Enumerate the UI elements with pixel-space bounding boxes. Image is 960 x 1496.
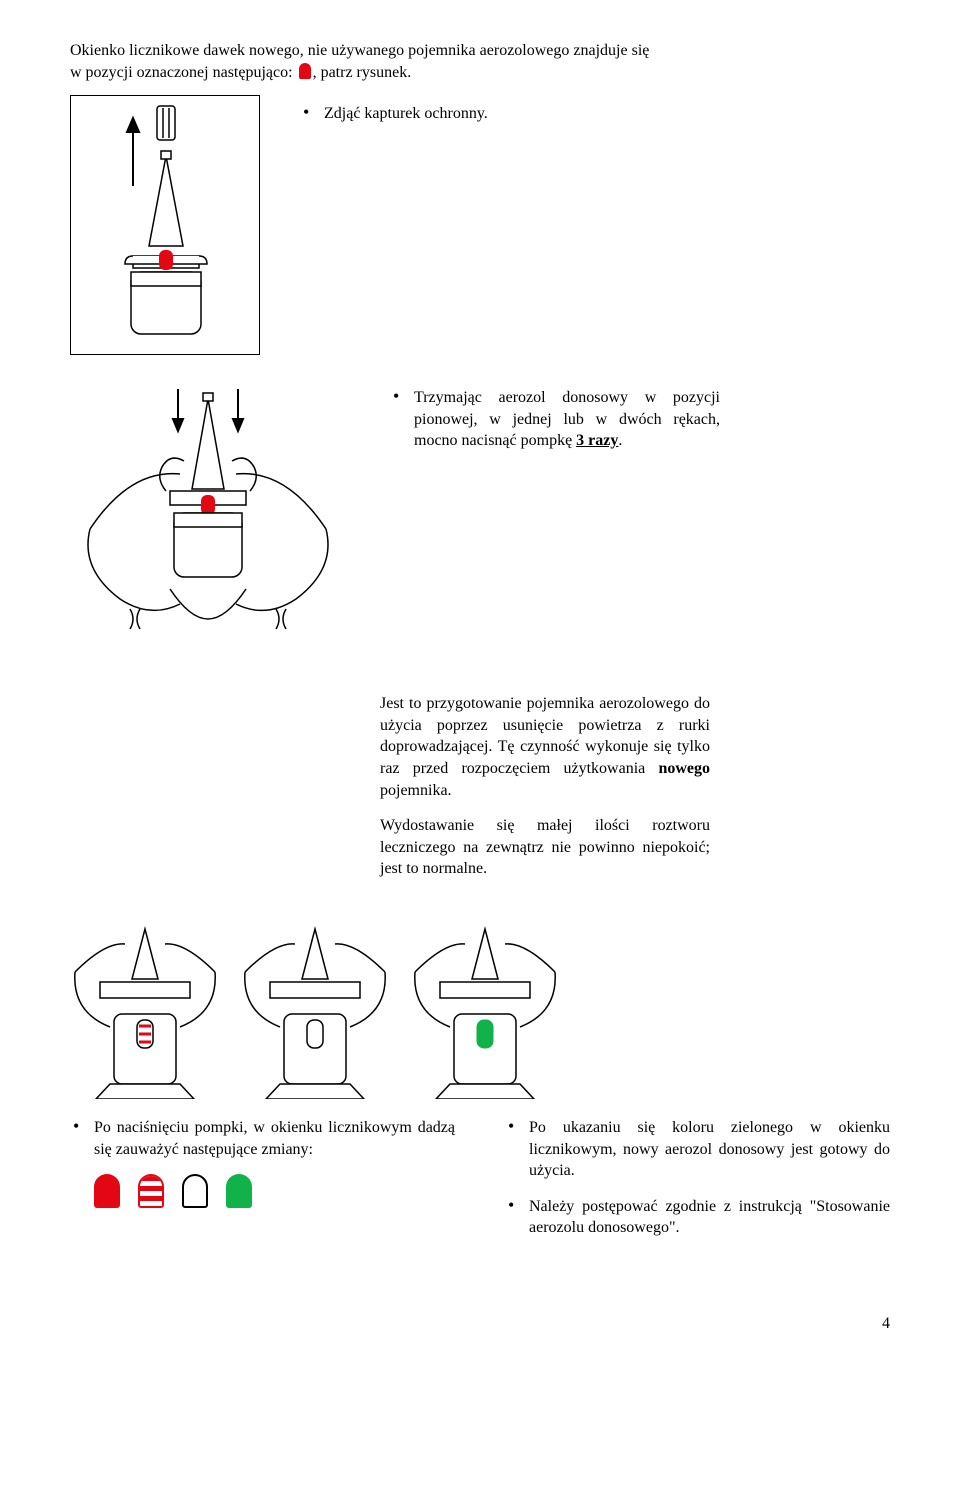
counter-red-icon [299,63,311,79]
step2-bullet: Trzymając aerozol donosowy w pozycji pio… [390,387,720,452]
step3-p1c: pojemnika. [380,782,452,799]
intro-paragraph: Okienko licznikowe dawek nowego, nie uży… [70,40,890,83]
intro-line1: Okienko licznikowe dawek nowego, nie uży… [70,42,649,59]
step3-p1: Jest to przygotowanie pojemnika aerozolo… [380,693,710,801]
row-step3: Jest to przygotowanie pojemnika aerozolo… [70,693,890,894]
intro-line2b: , patrz rysunek. [313,64,412,81]
step1-text: Zdjąć kapturek ochronny. [300,95,890,139]
bottom-right-bullet2: Należy postępować zgodnie z instrukcją "… [505,1196,890,1239]
step2-text: Trzymając aerozol donosowy w pozycji pio… [390,379,720,466]
figure-zoom-outline [240,924,390,1099]
figure-zoom-red [70,924,220,1099]
row-step2: Trzymając aerozol donosowy w pozycji pio… [70,379,890,669]
indicator-stripe-icon [138,1174,164,1208]
figure-remove-cap [70,95,260,355]
bottom-left: Po naciśnięciu pompki, w okienku licznik… [70,1117,455,1253]
row-step1: Zdjąć kapturek ochronny. [70,95,890,355]
triple-figures [70,924,890,1099]
step1-bullet: Zdjąć kapturek ochronny. [300,103,890,125]
step3-p1b: nowego [658,760,710,777]
page-number: 4 [70,1313,890,1335]
step2-label-b: 3 razy [576,432,618,449]
step3-text: Jest to przygotowanie pojemnika aerozolo… [380,693,710,894]
bottom-left-text: Po naciśnięciu pompki, w okienku licznik… [94,1119,455,1158]
indicator-outline-icon [182,1174,208,1208]
bottom-right-bullet1: Po ukazaniu się koloru zielonego w okien… [505,1117,890,1182]
bottom-right2-text: Należy postępować zgodnie z instrukcją "… [529,1198,890,1237]
intro-line2a: w pozycji oznaczonej następująco: [70,64,297,81]
step2-label-c: . [618,432,622,449]
indicator-red-icon [94,1174,120,1208]
step2-label-a: Trzymając aerozol donosowy w pozycji pio… [414,389,720,449]
bottom-right1-text: Po ukazaniu się koloru zielonego w okien… [529,1119,890,1179]
figure-prime-hands [70,379,350,669]
bottom-left-bullet: Po naciśnięciu pompki, w okienku licznik… [70,1117,455,1160]
step3-p2: Wydostawanie się małej ilości roztworu l… [380,815,710,880]
indicator-green-icon [226,1174,252,1208]
figure-zoom-green [410,924,560,1099]
bottom-columns: Po naciśnięciu pompki, w okienku licznik… [70,1117,890,1253]
indicator-row [70,1174,455,1208]
bottom-right: Po ukazaniu się koloru zielonego w okien… [505,1117,890,1253]
step1-label: Zdjąć kapturek ochronny. [324,105,488,122]
